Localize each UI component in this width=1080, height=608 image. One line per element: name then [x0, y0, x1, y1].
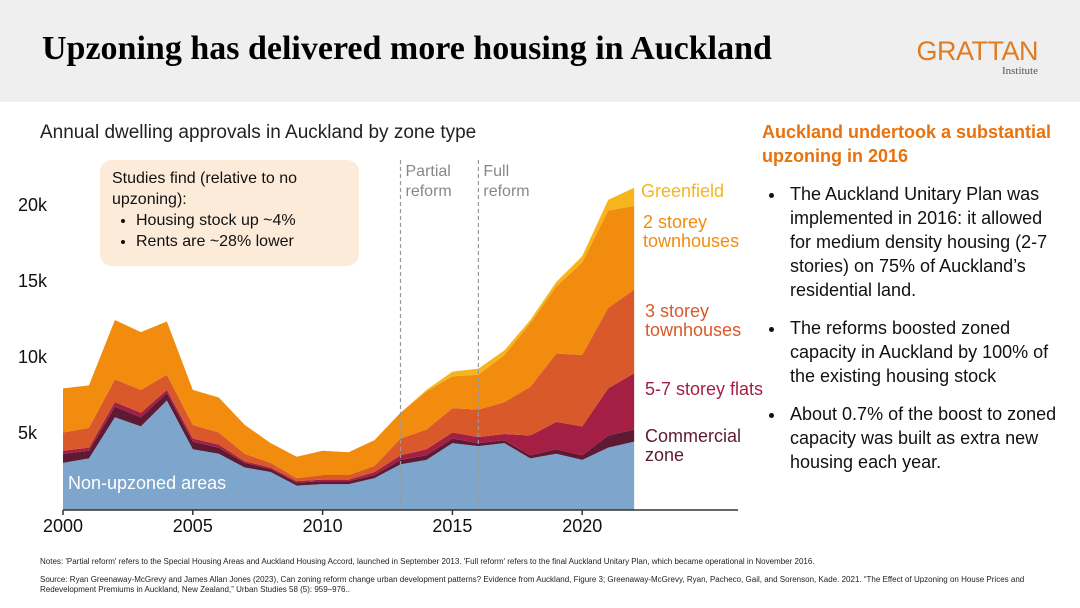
areas [63, 187, 635, 510]
event-label: Partial reform [405, 163, 452, 200]
logo-subtitle: Institute [1001, 65, 1038, 77]
sidebar-heading: Auckland undertook a substantial upzonin… [762, 122, 1052, 166]
notes: Notes: 'Partial reform' refers to the Sp… [40, 557, 1050, 603]
annotation-bullet: Rents are ~28% lower [136, 231, 347, 252]
area [63, 206, 635, 479]
sidebar-bullet: About 0.7% of the boost to zoned capacit… [786, 402, 1067, 474]
x-tick-label: 2015 [432, 516, 472, 536]
y-tick-label: 5k [18, 423, 38, 443]
series-label: 3 storey townhouses [645, 301, 742, 340]
sidebar: Auckland undertook a substantial upzonin… [762, 120, 1067, 488]
series-label: Commercial zone [645, 426, 742, 465]
x-tick-label: 2005 [173, 516, 213, 536]
x-tick-label: 2000 [43, 516, 83, 536]
page-title: Upzoning has delivered more housing in A… [42, 30, 772, 67]
y-tick-label: 15k [18, 271, 48, 291]
series-label: Non-upzoned areas [68, 473, 227, 493]
header: Upzoning has delivered more housing in A… [0, 0, 1080, 102]
event-label: Full reform [483, 163, 530, 200]
series-label: Greenfield [641, 181, 725, 201]
annotation-list: Housing stock up ~4%Rents are ~28% lower [112, 210, 347, 252]
sidebar-list: The Auckland Unitary Plan was implemente… [762, 182, 1067, 474]
x-tick-label: 2010 [303, 516, 343, 536]
series-label: 5-7 storey flats [645, 379, 764, 399]
logo: GRATTAN [916, 36, 1039, 66]
y-tick-label: 20k [18, 195, 48, 215]
note: Source: Ryan Greenaway-McGrevy and James… [40, 575, 1025, 594]
y-tick-label: 10k [18, 347, 48, 367]
annotation-bullet: Housing stock up ~4% [136, 210, 347, 231]
x-tick-label: 2020 [562, 516, 602, 536]
annotation-text: Studies find (relative to no upzoning): [112, 170, 297, 208]
note: Notes: 'Partial reform' refers to the Sp… [40, 557, 815, 566]
area [63, 289, 635, 482]
sidebar-bullet: The Auckland Unitary Plan was implemente… [786, 182, 1067, 302]
annotation-box: Studies find (relative to no upzoning): … [100, 160, 359, 266]
sidebar-bullet: The reforms boosted zoned capacity in Au… [786, 316, 1067, 388]
chart-title: Annual dwelling approvals in Auckland by… [40, 122, 476, 143]
series-label: 2 storey townhouses [643, 212, 740, 251]
area [63, 400, 635, 510]
